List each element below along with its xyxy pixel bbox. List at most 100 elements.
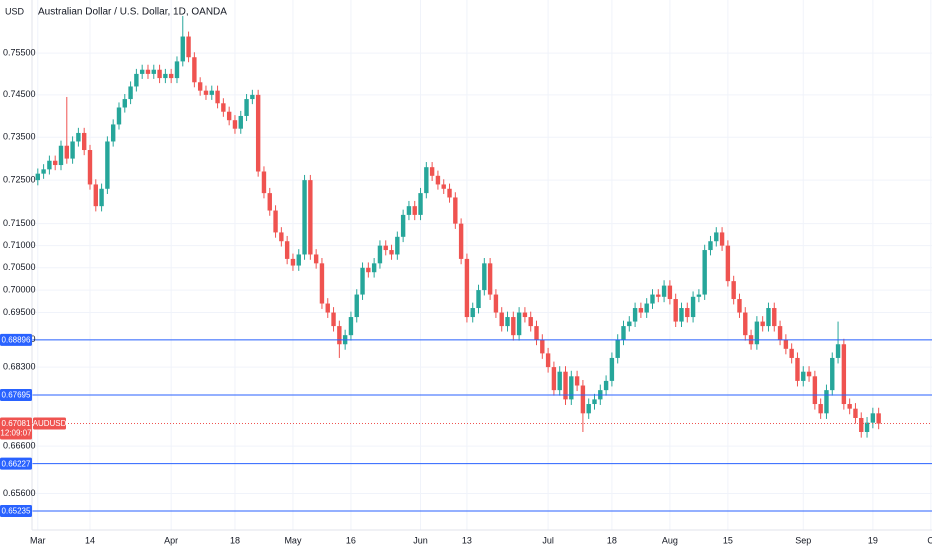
x-tick-label: O xyxy=(927,535,932,545)
candle-body xyxy=(58,145,64,166)
candle-body xyxy=(482,263,487,291)
x-tick-label: 13 xyxy=(462,535,472,545)
candle-body xyxy=(621,326,626,340)
candle-body xyxy=(702,250,707,295)
candle-body xyxy=(389,250,394,255)
candle-body xyxy=(777,326,783,340)
candle-body xyxy=(192,57,197,83)
candle-body xyxy=(470,308,475,318)
x-tick-label: Mar xyxy=(30,535,46,545)
candle-body xyxy=(232,120,238,129)
candle-body xyxy=(853,408,858,418)
candle-body xyxy=(824,390,829,414)
candle-body xyxy=(458,223,464,259)
candle-body xyxy=(87,150,93,185)
candle-body xyxy=(215,90,220,104)
candle-body xyxy=(603,380,609,391)
candle-body xyxy=(47,160,52,170)
candle-body xyxy=(371,263,377,273)
candle-body xyxy=(859,417,864,433)
candle-body xyxy=(290,258,296,266)
candle-body xyxy=(650,294,655,304)
candle-body xyxy=(139,69,145,74)
y-tick-label: 0.73500 xyxy=(3,132,36,142)
candle-body xyxy=(412,206,417,215)
candle-body xyxy=(835,344,841,358)
candle-body xyxy=(487,263,493,295)
candle-body xyxy=(493,294,499,313)
candles xyxy=(35,15,881,438)
candle-body xyxy=(267,193,272,211)
candle-body xyxy=(615,339,620,358)
candle-body xyxy=(714,232,719,242)
x-tick-label: 18 xyxy=(607,535,617,545)
candle-body xyxy=(400,214,406,237)
price-badge-label: 0.65235 xyxy=(2,507,31,516)
candle-body xyxy=(168,73,174,79)
x-tick-label: Aug xyxy=(662,535,678,545)
candle-body xyxy=(308,180,313,255)
candle-body xyxy=(134,73,139,87)
candle-body xyxy=(499,312,504,327)
last-price-label: 0.67081 xyxy=(2,419,31,428)
candle-body xyxy=(818,404,823,414)
candle-body xyxy=(580,385,586,414)
candle-body xyxy=(99,188,104,207)
candle-body xyxy=(226,111,232,121)
candle-body xyxy=(557,371,562,391)
candle-body xyxy=(70,141,75,159)
x-tick-label: 16 xyxy=(346,535,356,545)
candle-body xyxy=(52,160,58,166)
x-tick-label: 14 xyxy=(85,535,95,545)
candle-body xyxy=(429,167,435,176)
candle-body xyxy=(110,124,116,142)
candle-body xyxy=(128,86,133,100)
candle-body xyxy=(795,357,800,381)
candle-body xyxy=(801,371,806,381)
candle-body xyxy=(830,357,835,391)
candle-body xyxy=(516,312,522,336)
candle-body xyxy=(186,36,191,58)
symbol-label: AUDUSD xyxy=(33,419,67,428)
x-tick-label: 18 xyxy=(230,535,240,545)
candle-body xyxy=(569,376,574,400)
candle-body xyxy=(772,308,777,327)
candle-body xyxy=(244,99,249,116)
candle-body xyxy=(563,371,568,400)
candle-body xyxy=(348,317,354,336)
overlay xyxy=(32,339,932,512)
candle-body xyxy=(453,197,458,224)
candle-body xyxy=(661,285,667,297)
candle-body xyxy=(696,294,702,297)
candle-body xyxy=(447,188,452,198)
y-tick-label: 0.70500 xyxy=(3,262,36,272)
candle-body xyxy=(592,399,597,405)
candle-body xyxy=(870,413,876,423)
candle-body xyxy=(41,169,46,174)
candle-body xyxy=(783,339,789,349)
candle-body xyxy=(876,413,881,424)
last-price-badge xyxy=(0,417,32,440)
candle-body xyxy=(383,245,388,251)
candle-body xyxy=(180,36,185,62)
candle-body xyxy=(644,303,649,313)
candle-body xyxy=(864,422,870,433)
candle-body xyxy=(203,90,209,95)
candle-body xyxy=(679,308,684,322)
candle-body xyxy=(163,73,168,79)
candle-body xyxy=(93,184,98,207)
candle-body xyxy=(105,141,110,189)
candle-body xyxy=(534,326,539,340)
candle-body xyxy=(145,69,151,74)
chart-title: Australian Dollar / U.S. Dollar, 1D, OAN… xyxy=(38,7,227,18)
candle-body xyxy=(406,206,412,215)
symbol-badge xyxy=(33,417,66,430)
candle-body xyxy=(638,308,644,313)
y-tick-label: 0.69500 xyxy=(3,307,36,317)
candle-body xyxy=(656,294,661,297)
candle-body xyxy=(545,353,551,368)
candle-body xyxy=(76,132,81,142)
candle-body xyxy=(81,132,87,151)
candle-body xyxy=(360,267,365,295)
